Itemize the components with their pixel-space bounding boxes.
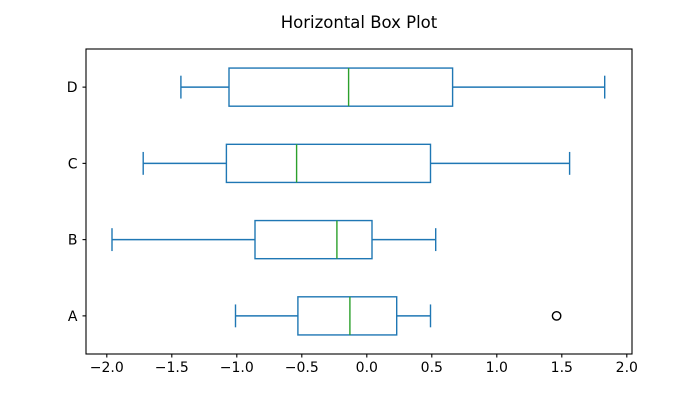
x-tick-label: 0.5 [421,360,443,376]
x-tick-label: −1.5 [155,360,189,376]
y-tick-label: D [67,80,78,96]
x-tick-label: −1.0 [220,360,254,376]
box-C [225,143,432,184]
plot-frame [85,48,633,355]
x-tick-label: −0.5 [285,360,319,376]
chart-title: Horizontal Box Plot [280,13,438,32]
box-D [228,67,454,107]
y-tick-label: B [68,233,78,249]
x-tick-label: 1.5 [551,360,573,376]
outlier-marker-A [551,310,562,321]
y-tick-label: C [68,156,78,172]
y-tick-label: A [68,309,78,325]
x-tick-label: 0.0 [356,360,378,376]
box-B [254,219,373,260]
x-tick-label: 2.0 [616,360,638,376]
x-tick-label: −2.0 [90,360,124,376]
x-tick-label: 1.0 [486,360,508,376]
box-A [297,296,398,336]
